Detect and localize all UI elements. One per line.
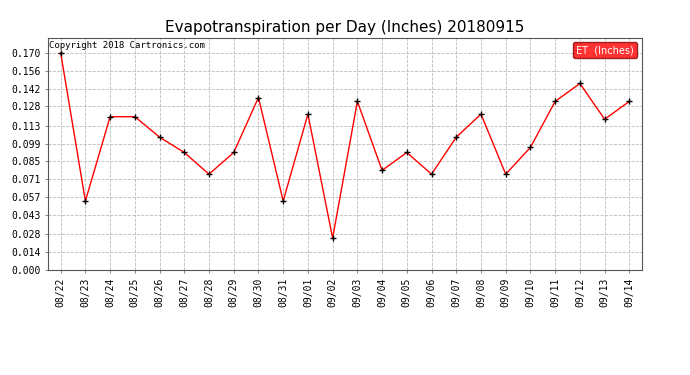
- Legend: ET  (Inches): ET (Inches): [573, 42, 637, 58]
- Title: Evapotranspiration per Day (Inches) 20180915: Evapotranspiration per Day (Inches) 2018…: [166, 20, 524, 35]
- Text: Copyright 2018 Cartronics.com: Copyright 2018 Cartronics.com: [50, 41, 206, 50]
